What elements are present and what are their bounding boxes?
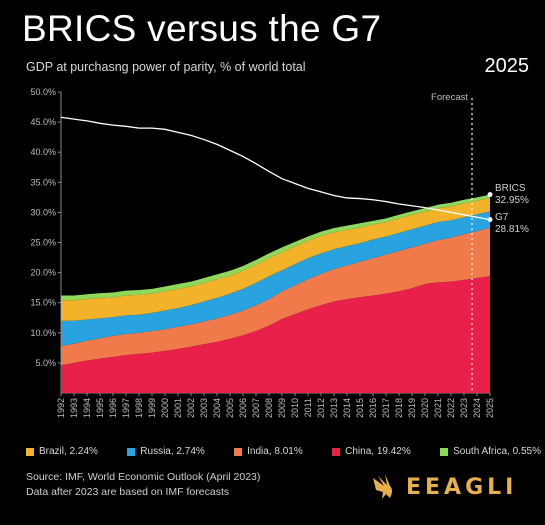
x-tick-label: 2023 <box>459 398 469 418</box>
x-tick-label: 2005 <box>225 398 235 418</box>
legend-item-brazil: Brazil, 2.24% <box>26 446 98 457</box>
x-tick-label: 2002 <box>186 398 196 418</box>
x-tick-label: 2014 <box>342 398 352 418</box>
x-tick-label: 2006 <box>238 398 248 418</box>
x-tick-label: 2001 <box>173 398 183 418</box>
brics-end-marker <box>487 192 493 198</box>
chart-title: BRICS versus the G7 <box>22 8 382 49</box>
brics-end-name: BRICS <box>495 183 526 194</box>
brics-end-value: 32.95% <box>495 195 529 206</box>
x-tick-label: 2024 <box>472 398 482 418</box>
legend-label-south-africa: South Africa, 0.55% <box>453 446 541 457</box>
x-tick-label: 2021 <box>433 398 443 418</box>
area-russia <box>61 211 490 347</box>
legend-label-russia: Russia, 2.74% <box>140 446 205 457</box>
y-tick-label: 50.0% <box>30 87 56 97</box>
x-tick-label: 2018 <box>394 398 404 418</box>
russia-swatch <box>127 447 136 456</box>
line-g7 <box>60 116 491 221</box>
y-tick-label: 45.0% <box>30 117 56 127</box>
x-tick-label: 1992 <box>56 398 66 418</box>
x-tick-label: 2016 <box>368 398 378 418</box>
x-tick-label: 2020 <box>420 398 430 418</box>
area-brazil <box>61 197 490 321</box>
x-tick-label: 2017 <box>381 398 391 418</box>
south-africa-swatch <box>440 447 449 456</box>
chart-subtitle: GDP at purchasng power of parity, % of w… <box>26 60 306 74</box>
area-india <box>61 227 490 366</box>
brazil-swatch <box>26 447 34 456</box>
x-tick-label: 1993 <box>69 398 79 418</box>
china-swatch <box>332 447 341 456</box>
x-tick-label: 2015 <box>355 398 365 418</box>
legend: Brazil, 2.24% Russia, 2.74% India, 8.01%… <box>26 446 541 457</box>
legend-item-south-africa: South Africa, 0.55% <box>440 446 541 457</box>
x-tick-label: 1994 <box>82 398 92 418</box>
x-tick-label: 2009 <box>277 398 287 418</box>
india-swatch <box>234 447 243 456</box>
eagle-icon <box>373 474 392 499</box>
area-south_africa <box>61 194 490 301</box>
x-tick-label: 2022 <box>446 398 456 418</box>
g7-end-marker <box>487 217 493 223</box>
brand-logo: EEAGLI <box>370 472 517 502</box>
y-tick-label: 20.0% <box>30 268 56 278</box>
x-tick-label: 1996 <box>108 398 118 418</box>
y-tick-label: 40.0% <box>30 147 56 157</box>
legend-item-china: China, 19.42% <box>332 446 411 457</box>
area-chart: 5.0% 10.0% 15.0% 20.0% 25.0% 30.0% 35.0% 40.0% 4… <box>30 87 529 418</box>
x-tick-label: 2000 <box>160 398 170 418</box>
y-tick-label: 25.0% <box>30 238 56 248</box>
legend-label-brazil: Brazil, 2.24% <box>39 446 98 457</box>
x-tick-label: 2019 <box>407 398 417 418</box>
x-tick-label: 2004 <box>212 398 222 418</box>
g7-end-name: G7 <box>495 212 509 223</box>
x-tick-label: 2013 <box>329 398 339 418</box>
x-tick-label: 1995 <box>95 398 105 418</box>
legend-item-russia: Russia, 2.74% <box>127 446 205 457</box>
area-china <box>61 276 490 393</box>
x-tick-label: 2011 <box>303 398 313 417</box>
x-tick-label: 2025 <box>485 398 495 418</box>
year-label: 2025 <box>484 55 530 77</box>
x-tick-label: 2012 <box>316 398 326 418</box>
x-tick-label: 1999 <box>147 398 157 418</box>
source-line: Source: IMF, World Economic Outlook (Apr… <box>26 471 261 483</box>
y-tick-label: 5.0% <box>35 358 56 368</box>
source-note: Source: IMF, World Economic Outlook (Apr… <box>26 470 260 500</box>
x-tick-label: 2008 <box>264 398 274 418</box>
x-tick-label: 1997 <box>121 398 131 418</box>
legend-label-china: China, 19.42% <box>345 446 411 457</box>
x-tick-label: 2010 <box>290 398 300 418</box>
forecast-note: Data after 2023 are based on IMF forecas… <box>26 486 230 498</box>
x-tick-label: 2003 <box>199 398 209 418</box>
x-tick-label: 2007 <box>251 398 261 418</box>
legend-label-india: India, 8.01% <box>247 446 303 457</box>
y-tick-label: 15.0% <box>30 298 56 308</box>
g7-end-value: 28.81% <box>495 224 529 235</box>
forecast-label: Forecast <box>431 92 468 103</box>
y-tick-label: 10.0% <box>30 328 56 338</box>
y-tick-label: 30.0% <box>30 207 56 217</box>
x-tick-label: 1998 <box>134 398 144 418</box>
logo-text: EEAGLI <box>406 474 518 500</box>
y-tick-label: 35.0% <box>30 177 56 187</box>
legend-item-india: India, 8.01% <box>234 446 303 457</box>
